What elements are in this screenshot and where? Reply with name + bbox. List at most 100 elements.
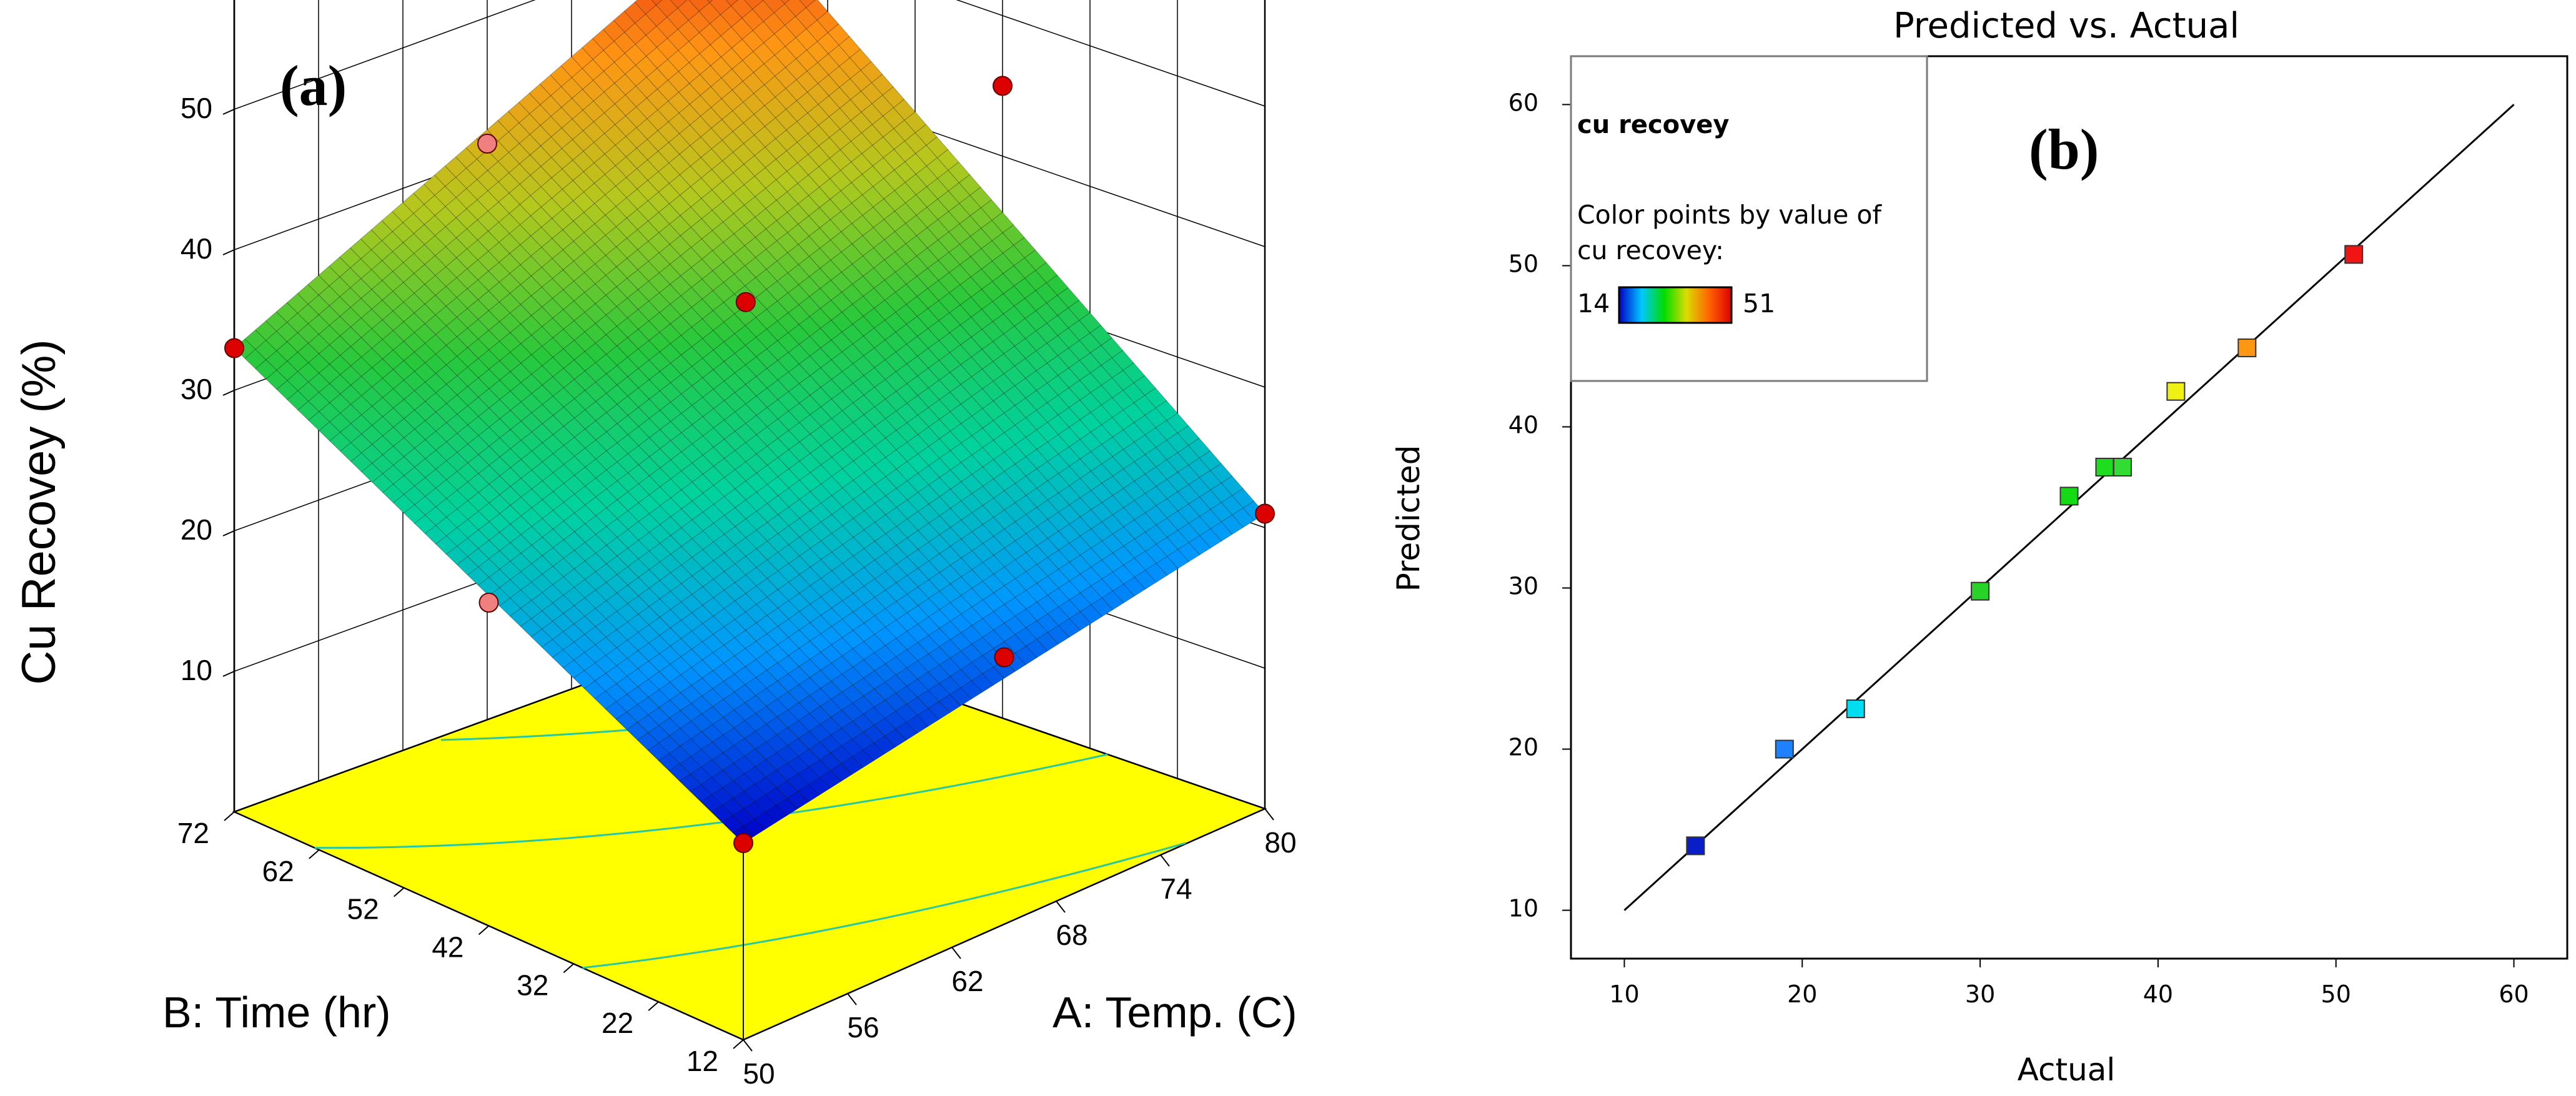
a-surface-facet [414,515,437,535]
a-surface-facet [1199,528,1222,548]
a-surface-facet [808,146,830,167]
a-surface-facet [680,649,703,668]
a-surface-facet [838,36,861,58]
a-surface-facet [584,626,607,646]
a-x-tick [743,1039,753,1052]
a-surface-facet [550,107,573,129]
a-surface-facet [477,230,500,252]
a-surface-facet [658,142,680,164]
a-surface-facet [318,305,340,326]
a-surface-facet [552,269,575,290]
a-surface-facet [885,488,908,508]
a-surface-facet [1068,340,1091,361]
a-tick-labels: 10203040506050566268748012223242526272 [177,92,1297,1090]
a-z-tick [222,249,235,255]
a-surface-facet [831,637,854,656]
a-surface-facet [776,170,798,192]
a-surface-facet [616,297,639,318]
a-surface-facet [690,713,713,733]
a-surface-facet [627,483,650,503]
a-surface-facet [371,240,394,261]
a-surface-facet [1177,542,1201,562]
a-surface-facet [1101,590,1124,610]
a-surface-facet [713,361,735,382]
a-surface-facet [573,252,596,273]
a-surface-facet [1025,601,1048,621]
b-point [2113,457,2132,476]
a-surface-facet [308,411,330,432]
a-surface-facet [617,415,639,435]
a-y-tick-label: 72 [177,817,209,849]
a-surface-facet [755,669,778,689]
a-surface-facet [1036,402,1059,423]
a-surface-facet [799,566,821,586]
b-legend-subtitle-1: Color points by value of [1577,200,1882,230]
a-surface-facet [808,777,831,796]
a-surface-facet [798,355,821,377]
a-surface-facet [658,244,681,265]
a-surface-facet [971,447,994,468]
a-surface-facet [777,487,800,508]
a-surface-facet [1036,518,1059,539]
a-surface-facet [980,199,1003,221]
a-surface-facet [949,403,973,424]
a-surface-facet [786,773,810,792]
a-surface-facet [777,544,800,564]
a-surface-facet [817,53,840,76]
a-surface-facet [906,473,929,493]
a-surface-facet [552,558,575,578]
a-surface-facet [498,213,521,234]
a-surface-facet [656,79,680,102]
a-surface-facet [959,215,982,237]
a-surface-facet [660,516,682,536]
a-surface-facet [456,268,478,289]
a-surface-facet [734,575,757,594]
a-surface-facet [702,466,725,486]
a-surface-facet [637,732,660,751]
a-surface-facet [1144,467,1167,487]
b-y-axis-label: Predicted [1390,445,1427,592]
a-surface-facet [1025,350,1048,372]
a-surface-facet [1079,470,1102,491]
a-surface-facet [551,189,574,210]
a-surface-facet [830,763,853,782]
a-surface-facet [340,385,362,405]
a-surface-facet [1122,402,1146,423]
a-surface-facet [659,363,682,383]
a-surface-facet [670,335,693,356]
a-x-tick [847,993,857,1005]
b-legend-min: 14 [1577,289,1610,318]
a-surface-facet [455,188,478,209]
a-surface-facet [766,379,790,400]
a-surface-facet [446,471,468,491]
a-surface-facet [605,665,628,684]
a-surface-facet [1035,282,1058,304]
a-surface-facet [863,426,886,447]
b-legend-max: 51 [1743,289,1775,318]
a-surface-facet [723,600,746,620]
a-surface-facet [617,434,639,455]
a-surface-facet [595,334,618,355]
a-z-axis-label: Cu Recovey (%) [12,339,66,684]
a-surface-facet [938,676,961,695]
a-surface-facet [455,167,478,189]
a-surface-facet [393,494,415,514]
a-surface-facet [659,609,682,628]
a-surface-facet [541,258,564,279]
a-surface-facet [713,419,736,440]
a-surface-facet [1058,600,1081,620]
a-surface-facet [721,815,745,833]
a-z-tick-label: 50 [181,92,212,124]
a-surface-facet [1156,536,1179,557]
a-z-tick-label: 10 [181,654,212,686]
a-surface-facet [329,296,351,317]
a-surface-facet [1036,613,1059,633]
a-surface-facet [626,209,649,230]
a-surface-facet [863,367,886,388]
a-surface-facet [733,184,756,205]
a-design-point [1255,503,1275,524]
a-surface-facet [529,125,552,147]
a-surface-facet [530,186,553,208]
a-surface-facet [647,192,670,213]
